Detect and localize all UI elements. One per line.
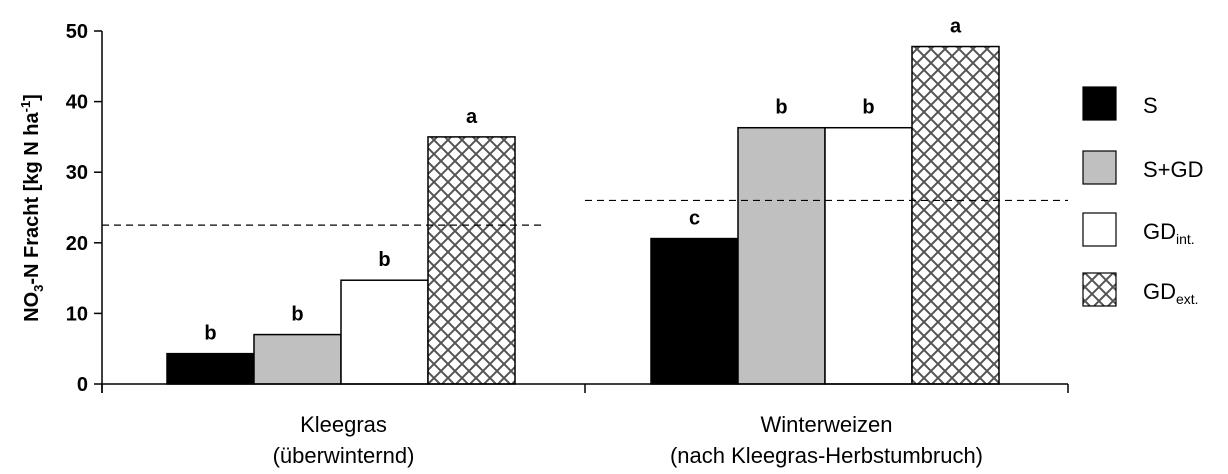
category-label: (überwinternd) (273, 443, 415, 468)
category-label: (nach Kleegras-Herbstumbruch) (670, 443, 983, 468)
legend-label: S+GD (1143, 157, 1204, 182)
y-tick-label: 10 (66, 303, 88, 325)
legend-swatch (1082, 150, 1117, 185)
significance-letter: b (291, 304, 303, 326)
legend-label: GDext. (1143, 279, 1199, 307)
legend-label: GDint. (1143, 219, 1195, 247)
y-tick-label: 50 (66, 21, 88, 43)
legend-swatch (1082, 86, 1117, 121)
y-tick-label: 30 (66, 162, 88, 184)
y-tick-label: 20 (66, 233, 88, 255)
y-tick-label: 0 (77, 374, 88, 396)
y-axis-label: NO3-N Fracht [kg N ha-1] (18, 94, 46, 322)
bar-0-2 (340, 279, 429, 385)
significance-letter: a (950, 16, 962, 38)
significance-letter: b (862, 97, 874, 119)
bar-0-1 (253, 333, 342, 385)
bar-1-0 (650, 237, 739, 385)
bar-0-0 (166, 352, 255, 385)
legend-swatch (1082, 272, 1117, 307)
significance-letter: b (204, 323, 216, 345)
y-tick-label: 40 (66, 92, 88, 114)
bar-0-3 (427, 136, 516, 385)
significance-letter: b (378, 249, 390, 271)
significance-letter: a (466, 106, 478, 128)
legend-swatch (1082, 212, 1117, 247)
category-label: Winterweizen (760, 412, 892, 437)
bar-1-2 (824, 126, 913, 385)
significance-letter: c (689, 208, 700, 230)
bar-1-3 (911, 45, 1000, 385)
category-label: Kleegras (300, 412, 387, 437)
significance-letter: b (775, 97, 787, 119)
legend-label: S (1143, 93, 1158, 118)
bar-1-1 (737, 126, 826, 385)
